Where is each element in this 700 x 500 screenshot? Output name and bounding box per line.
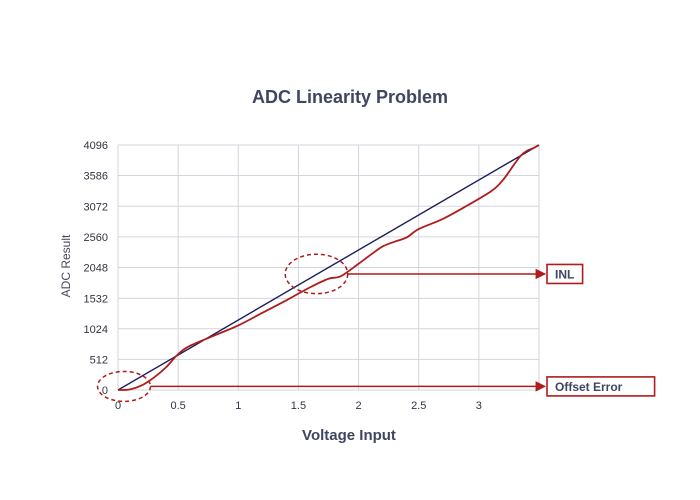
y-tick-label: 512 [90,354,108,366]
x-tick-label: 3 [476,400,482,412]
y-axis-label: ADC Result [59,234,73,297]
y-tick-label: 1024 [84,324,108,336]
annotation-label-box [546,263,584,285]
y-tick-label: 4096 [84,140,108,152]
x-tick-labels: 0 0.5 1 1.5 2 2.5 3 [115,400,482,412]
series-lines [117,144,540,391]
chart-title: ADC Linearity Problem [252,87,448,107]
ideal-line [117,144,540,391]
annotation-label: INL [555,267,574,281]
annotations: INL Offset Error [96,253,656,403]
annotation-label-box [546,376,656,397]
x-axis-label: Voltage Input [302,427,396,444]
x-tick-label: 2.5 [411,400,426,412]
actual-adc-curve [117,144,540,391]
x-tick-label: 2 [356,400,362,412]
x-tick-label: 1 [235,400,241,412]
y-tick-label: 2560 [84,232,108,244]
y-tick-label: 0 [102,385,108,397]
y-tick-labels: 0 512 1024 1532 2048 2560 3072 3586 4096 [84,140,108,397]
y-tick-label: 2048 [84,263,108,275]
y-tick-label: 1532 [84,293,108,305]
x-tick-label: 1.5 [291,400,306,412]
y-tick-label: 3072 [84,201,108,213]
annotation-label: Offset Error [555,380,623,394]
x-tick-label: 0 [115,400,121,412]
x-tick-label: 0.5 [170,400,185,412]
y-tick-label: 3586 [84,171,108,183]
